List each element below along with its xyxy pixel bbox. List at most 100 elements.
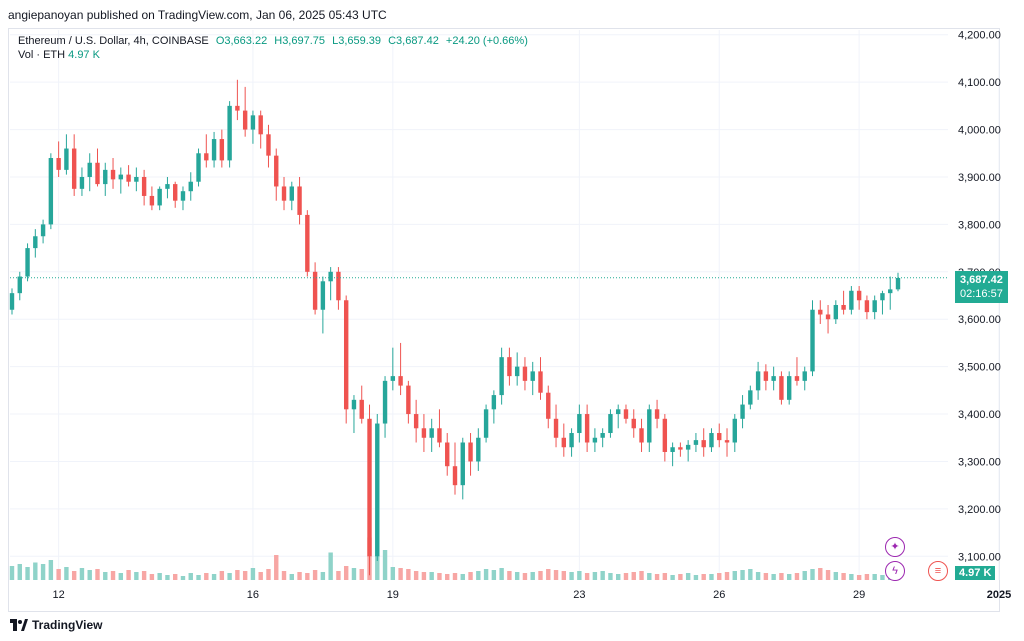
candle-body xyxy=(483,409,489,438)
volume-bar xyxy=(219,571,225,580)
y-tick-label: 4,000.00 xyxy=(958,125,1001,137)
candle-body xyxy=(818,309,823,315)
volume-bar xyxy=(631,572,636,580)
volume-bar xyxy=(305,573,310,580)
candle-body xyxy=(64,148,69,170)
candle-body xyxy=(771,376,776,381)
candles xyxy=(9,79,901,576)
volume-bar xyxy=(717,573,722,580)
volume-bar xyxy=(794,573,800,580)
volume-bar xyxy=(685,573,691,580)
volume-bar xyxy=(623,573,629,580)
volume-bar xyxy=(359,569,364,580)
candle-body xyxy=(126,174,131,182)
candle-body xyxy=(196,153,201,182)
candle-body xyxy=(701,440,706,448)
volume-bar xyxy=(437,573,442,580)
candle-body xyxy=(499,357,504,396)
symbol-title: Ethereum / U.S. Dollar, 4h, COINBASE xyxy=(18,35,209,47)
candle-body xyxy=(235,105,240,111)
volume-bar xyxy=(9,566,15,580)
candle-body xyxy=(242,110,248,130)
volume-bar xyxy=(779,573,784,580)
volume-bar xyxy=(849,574,854,580)
candle-body xyxy=(577,414,582,434)
candle-body xyxy=(289,186,294,201)
candle-body xyxy=(118,174,124,180)
candle-body xyxy=(25,248,30,277)
volume-bar xyxy=(71,571,77,580)
volume-bar xyxy=(289,574,294,580)
candle-body xyxy=(258,115,263,135)
volume-bar xyxy=(491,570,497,580)
volume-bar xyxy=(196,575,201,580)
volume-bar xyxy=(149,574,155,580)
volume-bar xyxy=(709,574,714,580)
volume-bar xyxy=(110,571,116,580)
candle-body xyxy=(841,305,846,310)
volume-bar xyxy=(320,572,326,580)
volume-bar xyxy=(460,574,465,580)
volume-bar xyxy=(445,574,450,580)
volume-bar xyxy=(274,555,279,580)
y-tick-label: 4,200.00 xyxy=(958,30,1001,42)
candle-body xyxy=(359,399,364,419)
volume-bar xyxy=(802,571,807,580)
low-value: L3,659.39 xyxy=(332,35,382,47)
volume-bar xyxy=(530,572,535,580)
volume-bar xyxy=(561,571,567,580)
candle-body xyxy=(888,289,893,294)
candle-body xyxy=(103,169,108,185)
volume-bar xyxy=(351,568,357,580)
candle-body xyxy=(429,428,434,438)
volume-legend: Vol · ETH 4.97 K xyxy=(18,49,100,61)
candle-body xyxy=(678,447,683,450)
volume-bar xyxy=(701,574,706,580)
candle-body xyxy=(546,392,551,419)
volume-bar xyxy=(507,571,512,580)
volume-bar xyxy=(670,575,675,580)
candle-body xyxy=(476,437,481,462)
volume-bar xyxy=(56,569,61,580)
candle-body xyxy=(833,305,839,320)
y-tick-label: 3,300.00 xyxy=(958,456,1001,468)
candle-body xyxy=(786,376,792,400)
volume-bar xyxy=(188,573,193,580)
candle-body xyxy=(266,134,271,156)
candle-body xyxy=(631,418,636,429)
volume-bar xyxy=(856,575,862,580)
volume-bar xyxy=(763,573,769,580)
candle-body xyxy=(647,409,652,443)
volume-bar xyxy=(569,572,574,580)
y-tick-label: 3,100.00 xyxy=(958,551,1001,563)
candle-body xyxy=(173,184,178,201)
candle-body xyxy=(864,300,870,313)
candle-body xyxy=(406,385,411,415)
close-value: C3,687.42 xyxy=(388,35,439,47)
volume-bar xyxy=(592,572,598,580)
high-value: H3,697.75 xyxy=(274,35,326,47)
candle-body xyxy=(802,371,807,381)
lightning-icon[interactable]: ϟ xyxy=(885,561,905,581)
volume-bar xyxy=(732,571,737,580)
footer-brand: TradingView xyxy=(10,618,102,632)
candle-body xyxy=(491,395,497,410)
x-tick-label: 29 xyxy=(853,589,865,601)
candle-body xyxy=(40,224,46,237)
volume-bar xyxy=(95,569,100,580)
candle-body xyxy=(421,428,427,438)
volume-bar xyxy=(810,569,815,580)
us-flag-icon[interactable]: ≡ xyxy=(928,561,948,581)
candle-body xyxy=(180,191,186,201)
volume-bar xyxy=(204,573,209,580)
volume-bar xyxy=(833,572,839,580)
candle-body xyxy=(740,404,745,419)
candle-body xyxy=(87,162,92,177)
candle-body xyxy=(227,105,232,161)
sparkle-icon[interactable]: ✦ xyxy=(885,537,905,557)
volume-bar xyxy=(227,573,232,580)
volume-bar xyxy=(40,564,46,580)
candle-body xyxy=(56,158,61,170)
volume-bar xyxy=(258,572,263,580)
